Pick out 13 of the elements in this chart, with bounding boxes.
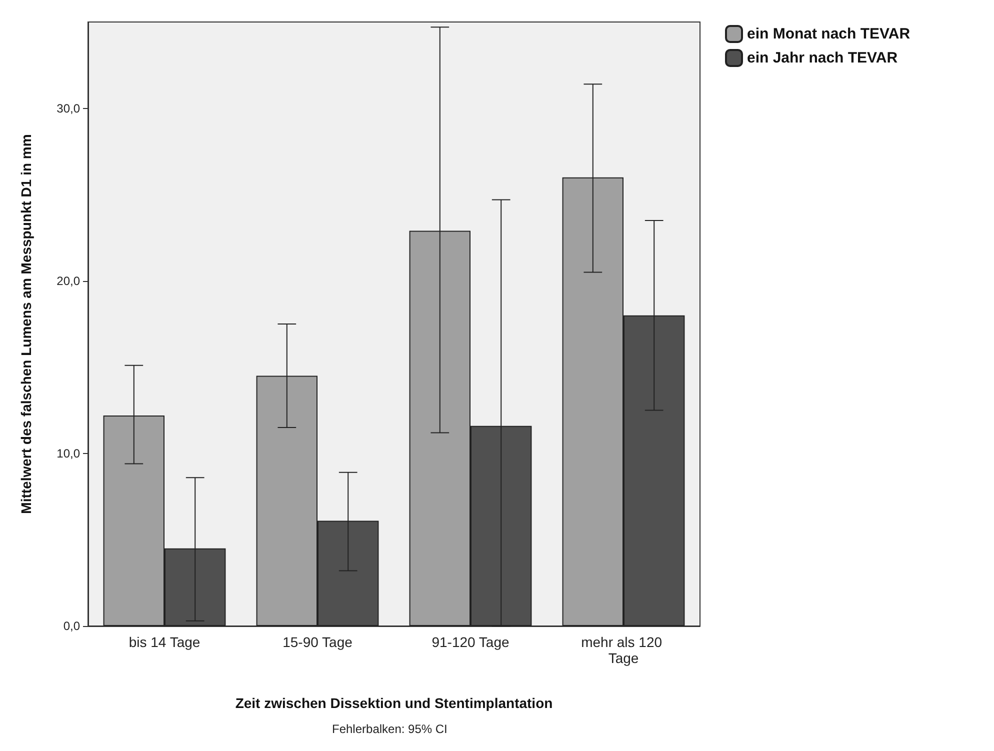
y-tick-label: 0,0 <box>63 619 80 633</box>
x-tick-label: 91-120 Tage <box>432 634 510 650</box>
legend-label: ein Monat nach TEVAR <box>747 26 910 42</box>
x-tick-label: bis 14 Tage <box>128 634 200 650</box>
y-axis-title: Mittelwert des falschen Lumens am Messpunkt D1 in mm <box>18 134 34 514</box>
x-tick-label: mehr als 120 Tage <box>581 634 666 666</box>
x-axis-title: Zeit zwischen Dissektion und Stentimplantation <box>235 695 553 711</box>
y-tick-label: 30,0 <box>56 101 80 116</box>
x-tick-label: 15-90 Tage <box>282 634 353 650</box>
y-tick-label: 10,0 <box>56 446 80 460</box>
y-tick-label: 20,0 <box>56 274 80 288</box>
legend-label: ein Jahr nach TEVAR <box>747 50 898 66</box>
text: Fehlerbalken: 95% CI <box>332 722 448 736</box>
